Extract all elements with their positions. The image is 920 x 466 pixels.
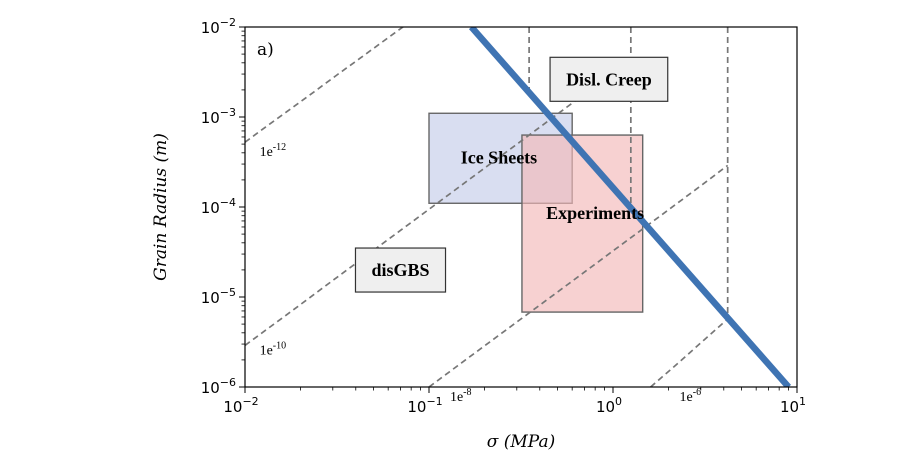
y-tick-base-2: 10: [201, 199, 220, 217]
y-tick-label-0: 10−6: [201, 376, 236, 397]
y-tick-label-3: 10−3: [201, 106, 236, 127]
x-tick-exp-2: 0: [615, 395, 622, 408]
y-axis-title: Grain Radius (m): [151, 133, 171, 281]
y-tick-exp-3: −3: [220, 106, 236, 119]
y-tick-label-4: 10−2: [201, 16, 236, 37]
contour-line-1: [245, 59, 632, 347]
y-tick-exp-4: −2: [220, 16, 236, 29]
x-tick-base-1: 10: [407, 398, 426, 416]
mechanism-label-1: disGBS: [371, 260, 429, 280]
y-tick-exp-1: −5: [220, 286, 236, 299]
x-tick-label-3: 101: [780, 395, 806, 416]
x-tick-base-3: 10: [780, 398, 799, 416]
x-tick-label-2: 100: [596, 395, 622, 416]
contour-label-exp-1: -10: [273, 340, 286, 351]
y-tick-base-1: 10: [201, 289, 220, 307]
region-label-ice-sheets: Ice Sheets: [461, 147, 537, 167]
region-label-experiments: Experiments: [546, 203, 644, 223]
x-tick-label-1: 10−1: [407, 395, 442, 416]
dislocation-creep-boundary-line: [468, 27, 792, 387]
y-tick-label-1: 10−5: [201, 286, 236, 307]
contour-label-exp-0: -12: [273, 142, 286, 153]
y-tick-base-4: 10: [201, 19, 220, 37]
x-tick-exp-0: −2: [242, 395, 258, 408]
mechanism-label-frame-0: [549, 56, 669, 102]
x-tick-label-0: 10−2: [223, 395, 258, 416]
y-tick-label-2: 10−4: [201, 196, 236, 217]
plot-content: [245, 27, 792, 387]
x-axis-title: σ (MPa): [487, 432, 556, 452]
x-tick-exp-1: −1: [426, 395, 442, 408]
contour-label-base-3: 1e: [680, 390, 693, 405]
contour-line-0: [245, 27, 405, 143]
panel-label: a): [257, 40, 274, 60]
contour-line-2: [428, 164, 729, 387]
contour-label-base-0: 1e: [260, 145, 273, 160]
mechanism-label-frame-1: [354, 247, 447, 293]
contour-label-exp-3: -6: [693, 387, 701, 398]
annotations: Ice Sheets Experiments Disl. Creep disGBS 1e…: [260, 56, 702, 405]
y-tick-exp-0: −6: [220, 376, 236, 389]
y-tick-base-3: 10: [201, 109, 220, 127]
y-tick-exp-2: −4: [220, 196, 236, 209]
contour-label-base-2: 1e: [450, 390, 463, 405]
contour-label-0: 1e-12: [260, 142, 287, 160]
mechanism-label-box-0: Disl. Creep: [549, 56, 669, 102]
contour-label-3: 1e-6: [680, 387, 702, 405]
contour-label-base-1: 1e: [260, 343, 273, 358]
region-experiments: [521, 134, 644, 313]
x-tick-exp-3: 1: [799, 395, 806, 408]
y-tick-base-0: 10: [201, 379, 220, 397]
x-tick-base-0: 10: [223, 398, 242, 416]
mechanism-label-0: Disl. Creep: [566, 69, 652, 89]
contour-label-exp-2: -8: [463, 387, 471, 398]
contour-line-3: [650, 318, 729, 387]
mechanism-label-box-1: disGBS: [354, 247, 447, 293]
contour-label-2: 1e-8: [450, 387, 472, 405]
x-tick-base-2: 10: [596, 398, 615, 416]
contour-label-1: 1e-10: [260, 340, 287, 358]
